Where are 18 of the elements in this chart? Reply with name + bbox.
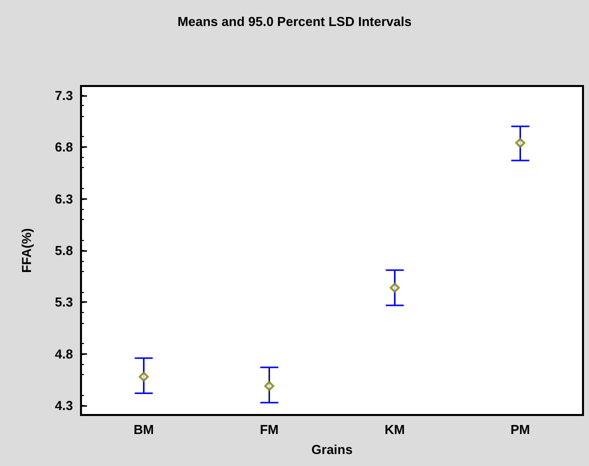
- y-tick-label: 7.3: [54, 88, 73, 103]
- point: [138, 372, 149, 382]
- x-axis-title: Grains: [311, 442, 353, 457]
- y-tick-label: 6.8: [54, 140, 73, 155]
- y-tick-label: 6.3: [54, 191, 73, 206]
- point: [264, 381, 274, 392]
- x-tick-label: KM: [384, 422, 405, 437]
- y-tick-label: 5.3: [54, 294, 73, 310]
- point: [515, 138, 526, 148]
- x-tick-label: BM: [134, 422, 154, 437]
- point: [390, 282, 400, 293]
- y-axis-title: FFA(%): [19, 228, 34, 273]
- chart-title: Means and 95.0 Percent LSD Intervals: [177, 14, 412, 29]
- y-tick-label: 4.8: [54, 346, 73, 362]
- y-tick-label: 4.3: [54, 398, 73, 414]
- x-tick-label: FM: [260, 422, 279, 437]
- x-tick-label: PM: [510, 422, 530, 437]
- y-tick-label: 5.8: [54, 243, 73, 258]
